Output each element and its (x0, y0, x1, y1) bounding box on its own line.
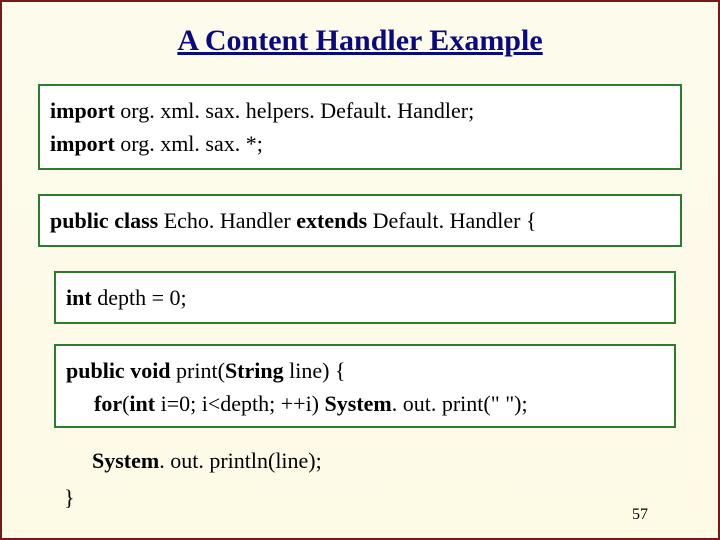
code-line: } (64, 479, 718, 516)
code-text: Echo. Handler (158, 208, 296, 233)
code-text: depth = 0; (92, 285, 187, 310)
code-line: import org. xml. sax. helpers. Default. … (50, 94, 670, 127)
code-text: org. xml. sax. helpers. Default. Handler… (115, 98, 474, 123)
code-text: . out. println(line); (159, 448, 322, 473)
code-line: import org. xml. sax. *; (50, 127, 670, 160)
code-outside: System. out. println(line); } (64, 436, 718, 517)
code-text: print( (171, 358, 225, 383)
keyword: public void (66, 358, 171, 383)
code-text: . out. print(" "); (392, 391, 528, 416)
slide-title: A Content Handler Example (2, 2, 718, 76)
code-box-field: int depth = 0; (54, 271, 676, 324)
keyword: int (66, 285, 92, 310)
code-text: i=0; i<depth; ++i) (155, 391, 324, 416)
keyword: System (325, 391, 392, 416)
code-line: int depth = 0; (66, 281, 664, 314)
keyword: public class (50, 208, 158, 233)
code-text: Default. Handler { (367, 208, 536, 233)
keyword: extends (296, 208, 367, 233)
keyword: String (225, 358, 284, 383)
code-box-imports: import org. xml. sax. helpers. Default. … (38, 84, 682, 170)
code-line: public class Echo. Handler extends Defau… (50, 204, 670, 237)
keyword: System (92, 448, 159, 473)
keyword: for (94, 391, 122, 416)
keyword: int (129, 391, 155, 416)
keyword: import (50, 98, 115, 123)
code-box-class-decl: public class Echo. Handler extends Defau… (38, 194, 682, 247)
code-text: org. xml. sax. *; (115, 131, 263, 156)
code-line: for(int i=0; i<depth; ++i) System. out. … (66, 387, 664, 420)
code-box-method: public void print(String line) { for(int… (54, 344, 676, 428)
code-text: line) { (284, 358, 346, 383)
code-line: System. out. println(line); (64, 442, 322, 479)
code-line: public void print(String line) { (66, 354, 664, 387)
keyword: import (50, 131, 115, 156)
page-number: 57 (632, 506, 648, 524)
